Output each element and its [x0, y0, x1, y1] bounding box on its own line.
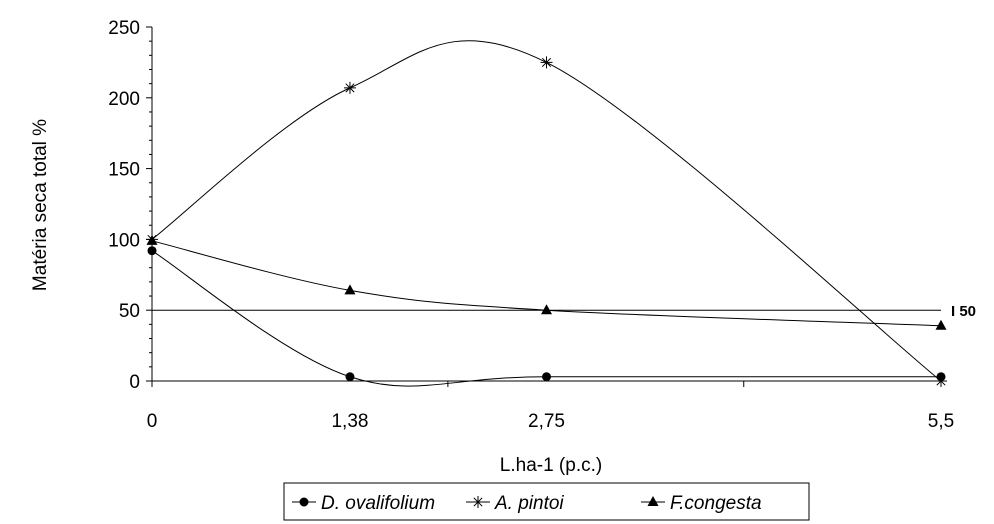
marker-circle: [299, 497, 309, 507]
legend-entry-label: F.congesta: [670, 493, 762, 514]
marker-triangle: [541, 304, 552, 315]
series-triangle: [146, 234, 947, 330]
legend-entry-label: D. ovalifolium: [321, 493, 435, 514]
x-tick-label: 2,75: [528, 411, 565, 432]
legend-entry-label: A. pintoi: [494, 493, 564, 514]
marker-star: [540, 56, 553, 69]
ticks: 0 50 100 150 200 250 0 1,38 2,75 5,5: [108, 18, 954, 432]
marker-triangle: [344, 284, 356, 295]
marker-triangle: [647, 496, 659, 506]
y-tick-label: 0: [129, 372, 140, 393]
marker-star: [935, 375, 947, 387]
series-circle: [147, 246, 946, 387]
y-tick-label: 50: [119, 301, 140, 322]
marker-circle: [345, 372, 355, 382]
series-line: [151, 250, 941, 387]
y-tick-label: 200: [108, 89, 140, 110]
y-tick-label: 250: [108, 18, 140, 39]
y-tick-label: 150: [108, 160, 140, 181]
reference-line-group: I 50: [152, 303, 976, 320]
series-star: [146, 40, 947, 387]
axes: [151, 27, 941, 382]
series-line: [151, 240, 942, 327]
x-tick-label: 0: [147, 411, 158, 432]
series-line: [151, 40, 942, 382]
marker-star: [472, 496, 484, 508]
reference-line-label: I 50: [951, 303, 976, 320]
y-axis-title: Matéria seca total %: [30, 119, 51, 291]
marker-circle: [542, 372, 551, 382]
series-group: [146, 40, 947, 387]
x-axis-title: L.ha-1 (p.c.): [500, 455, 602, 476]
legend-box: [283, 482, 810, 521]
x-tick-label: 1,38: [331, 411, 368, 432]
marker-triangle: [935, 319, 947, 330]
marker-circle: [147, 246, 157, 256]
y-tick-label: 100: [108, 230, 140, 251]
marker-triangle: [146, 234, 158, 245]
marker-star: [343, 81, 356, 94]
legend: D. ovalifolium A. pintoi F.congesta: [283, 482, 810, 521]
x-tick-label: 5,5: [928, 411, 954, 432]
